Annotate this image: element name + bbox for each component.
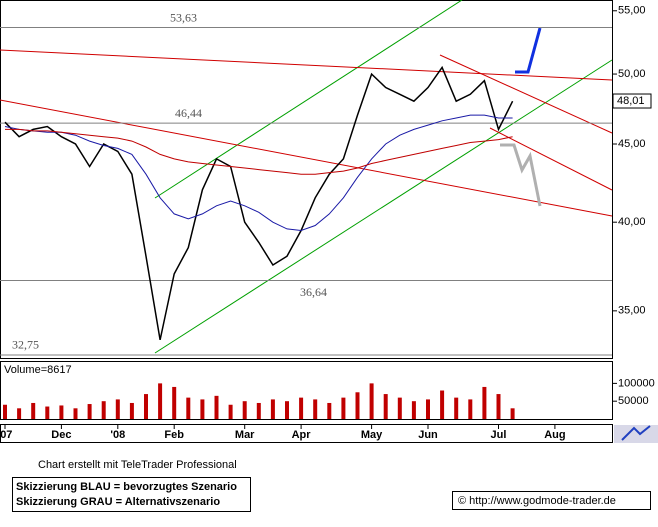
volume-bar bbox=[411, 401, 416, 419]
x-tick-label: Aug bbox=[544, 429, 565, 441]
volume-bar bbox=[313, 399, 318, 419]
y-tick-label: 100000 bbox=[618, 377, 655, 389]
y-tick-label: 50000 bbox=[618, 395, 649, 407]
volume-bar bbox=[17, 408, 22, 419]
volume-bar bbox=[186, 397, 191, 419]
volume-bar bbox=[3, 404, 7, 419]
y-tick-label: 55,00 bbox=[618, 5, 646, 17]
volume-bar bbox=[397, 397, 402, 419]
volume-bar bbox=[59, 405, 64, 419]
x-tick-label: Apr bbox=[292, 429, 312, 441]
level-label: 32,75 bbox=[12, 338, 39, 352]
credit: Chart erstellt mit TeleTrader Profession… bbox=[38, 459, 237, 471]
legend-gray: Skizzierung GRAU = Alternativszenario bbox=[16, 496, 220, 508]
last-price-label: 48,01 bbox=[617, 95, 645, 107]
level-label: 36,64 bbox=[300, 285, 327, 299]
volume-bar bbox=[510, 408, 515, 419]
x-tick-label: Dec bbox=[51, 429, 71, 441]
source-box bbox=[452, 491, 651, 510]
volume-bar bbox=[200, 399, 205, 419]
volume-bar bbox=[327, 402, 332, 419]
series-line bbox=[5, 128, 513, 175]
trend-line bbox=[0, 49, 613, 81]
channel-line bbox=[154, 59, 613, 354]
x-tick-label: Jun bbox=[418, 429, 438, 441]
volume-bar bbox=[242, 401, 247, 419]
volume-bar bbox=[144, 394, 148, 419]
volume-bar bbox=[158, 383, 163, 419]
legend-blue: Skizzierung BLAU = bevorzugtes Szenario bbox=[16, 481, 237, 493]
scenario-blue bbox=[515, 27, 542, 74]
volume-bar bbox=[31, 402, 36, 419]
volume-bar bbox=[369, 383, 374, 419]
volume-bar bbox=[129, 402, 134, 419]
y-tick-label: 45,00 bbox=[618, 138, 646, 150]
volume-bar bbox=[426, 399, 430, 419]
x-tick-label: Jul bbox=[491, 429, 507, 441]
x-tick-label: Mar bbox=[235, 429, 255, 441]
y-tick-label: 40,00 bbox=[618, 216, 646, 228]
source: © http://www.godmode-trader.de bbox=[458, 495, 616, 507]
level-label: 46,44 bbox=[175, 106, 202, 120]
volume-title: Volume=8617 bbox=[4, 364, 72, 376]
volume-bar bbox=[440, 390, 445, 419]
volume-bar bbox=[341, 397, 346, 419]
icon-arrow bbox=[621, 425, 651, 441]
volume-bar bbox=[468, 399, 473, 419]
volume-bar bbox=[73, 408, 78, 419]
volume-bar bbox=[482, 386, 487, 419]
volume-bar bbox=[214, 395, 219, 419]
volume-bar bbox=[355, 392, 360, 419]
volume-bar bbox=[101, 401, 106, 419]
y-tick-label: 50,00 bbox=[618, 68, 646, 80]
trend-line bbox=[489, 127, 613, 191]
x-tick-label: '07 bbox=[0, 429, 12, 441]
volume-bar bbox=[285, 401, 289, 419]
volume-bar bbox=[115, 399, 120, 419]
volume-bar bbox=[172, 386, 177, 419]
volume-bar bbox=[256, 402, 261, 419]
level-label: 53,63 bbox=[170, 10, 197, 24]
volume-bar bbox=[383, 394, 388, 419]
trend-line bbox=[439, 54, 613, 134]
legend-box bbox=[12, 477, 251, 512]
trend-lines bbox=[0, 0, 613, 354]
x-tick-label: '08 bbox=[110, 429, 125, 441]
last-price-box bbox=[612, 93, 652, 109]
volume-bar bbox=[270, 399, 275, 419]
volume-bar bbox=[454, 397, 459, 419]
icon bbox=[614, 425, 658, 443]
x-tick-label: Feb bbox=[164, 429, 184, 441]
x-tick-label: May bbox=[361, 429, 383, 441]
series-line bbox=[4, 114, 513, 232]
volume-bar bbox=[87, 404, 92, 419]
trend-line bbox=[0, 99, 613, 217]
volume-bar bbox=[299, 397, 304, 419]
channel-line bbox=[154, 0, 463, 199]
price-frame bbox=[0, 0, 613, 359]
volume-frame bbox=[0, 361, 613, 420]
scenario-gray bbox=[500, 143, 542, 207]
volume-bar bbox=[45, 406, 50, 419]
volume-bar bbox=[496, 394, 501, 419]
y-tick-label: 35,00 bbox=[618, 305, 646, 317]
volume-bar bbox=[228, 404, 233, 419]
x-axis-frame bbox=[0, 424, 613, 443]
series-line bbox=[4, 65, 514, 341]
